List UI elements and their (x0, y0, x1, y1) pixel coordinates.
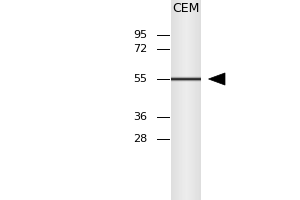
Bar (173, 0, 174, 200)
Bar (178, 0, 179, 200)
Bar (192, 0, 193, 200)
Text: 55: 55 (133, 74, 147, 84)
Bar (182, 0, 183, 200)
Bar (188, 0, 189, 200)
Bar (181, 0, 182, 200)
Bar (176, 0, 177, 200)
Bar (178, 0, 179, 200)
Bar (175, 0, 176, 200)
Bar (191, 0, 192, 200)
Text: 36: 36 (133, 112, 147, 122)
Bar (186, 0, 187, 200)
Bar (193, 0, 194, 200)
Bar (171, 80, 201, 81)
Bar (197, 0, 198, 200)
Bar (171, 76, 201, 77)
Bar (171, 77, 201, 78)
Bar (173, 0, 174, 200)
Bar (189, 0, 190, 200)
Bar (199, 0, 200, 200)
Text: 28: 28 (133, 134, 147, 144)
Bar (194, 0, 195, 200)
Text: 72: 72 (133, 44, 147, 54)
Bar (179, 0, 180, 200)
Bar (194, 0, 195, 200)
Bar (171, 79, 201, 80)
Bar (195, 0, 196, 200)
Polygon shape (208, 73, 225, 85)
Bar (185, 0, 186, 200)
Bar (184, 0, 185, 200)
Text: 95: 95 (133, 30, 147, 40)
Bar (176, 0, 177, 200)
Bar (190, 0, 191, 200)
Bar (198, 0, 199, 200)
Bar (185, 0, 186, 200)
Bar (177, 0, 178, 200)
Bar (171, 81, 201, 82)
Text: CEM: CEM (172, 1, 200, 15)
Bar (172, 0, 173, 200)
Bar (196, 0, 197, 200)
Bar (200, 0, 201, 200)
Bar (200, 0, 201, 200)
Bar (180, 0, 181, 200)
Bar (197, 0, 198, 200)
Bar (183, 0, 184, 200)
Bar (174, 0, 175, 200)
Bar (171, 78, 201, 79)
Bar (190, 0, 191, 200)
Bar (182, 0, 183, 200)
Bar (188, 0, 189, 200)
Bar (171, 0, 172, 200)
Bar (196, 0, 197, 200)
Bar (187, 0, 188, 200)
Bar (184, 0, 185, 200)
Bar (172, 0, 173, 200)
Bar (191, 0, 192, 200)
Bar (179, 0, 180, 200)
